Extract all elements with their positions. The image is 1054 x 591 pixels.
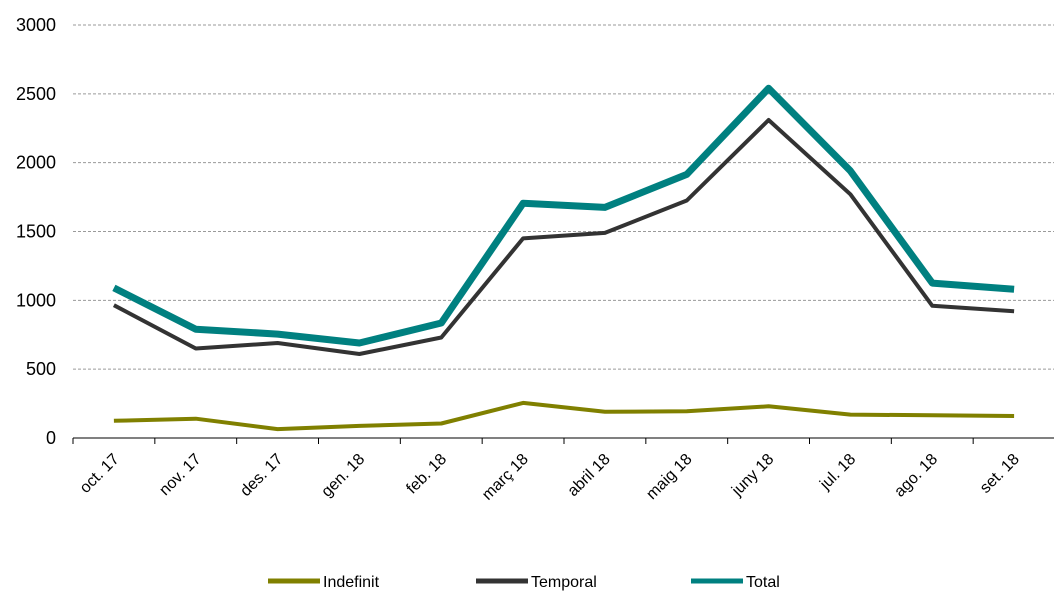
y-tick-label: 0 <box>46 428 56 448</box>
series-line-indefinit <box>113 400 1015 432</box>
x-tick-label: juny 18 <box>728 451 777 500</box>
legend-label-total: Total <box>746 574 780 591</box>
x-axis-ticks: oct. 17 nov. 17 des. 17 gen. 18 feb. 18 març … <box>72 438 1023 504</box>
x-tick-label: oct. 17 <box>77 451 123 497</box>
legend-label-indefinit: Indefinit <box>323 574 380 591</box>
series-line-temporal <box>112 118 1015 356</box>
x-tick-label: maig 18 <box>643 451 695 503</box>
legend: Indefinit Temporal Total <box>268 574 780 591</box>
x-tick-label: des. 17 <box>237 451 286 500</box>
y-tick-label: 2000 <box>16 153 56 173</box>
y-tick-label: 1000 <box>16 290 56 310</box>
series-lines <box>112 84 1015 432</box>
x-tick-label: gen. 18 <box>318 451 368 501</box>
y-axis-ticks: 0 500 1000 1500 2000 2500 3000 <box>16 15 56 448</box>
x-tick-label: abril 18 <box>565 451 614 500</box>
x-tick-label: nov. 17 <box>156 451 204 499</box>
x-tick-label: jul. 18 <box>816 451 859 494</box>
x-tick-label: feb. 18 <box>403 451 450 498</box>
x-tick-label: set. 18 <box>977 451 1023 497</box>
legend-label-temporal: Temporal <box>531 574 597 591</box>
x-tick-label: ago. 18 <box>891 451 941 501</box>
y-tick-label: 500 <box>26 359 56 379</box>
series-line-total <box>112 84 1015 347</box>
y-tick-label: 3000 <box>16 15 56 35</box>
y-tick-label: 1500 <box>16 222 56 242</box>
gridlines <box>73 24 1054 370</box>
y-tick-label: 2500 <box>16 84 56 104</box>
x-tick-label: març 18 <box>479 451 532 504</box>
